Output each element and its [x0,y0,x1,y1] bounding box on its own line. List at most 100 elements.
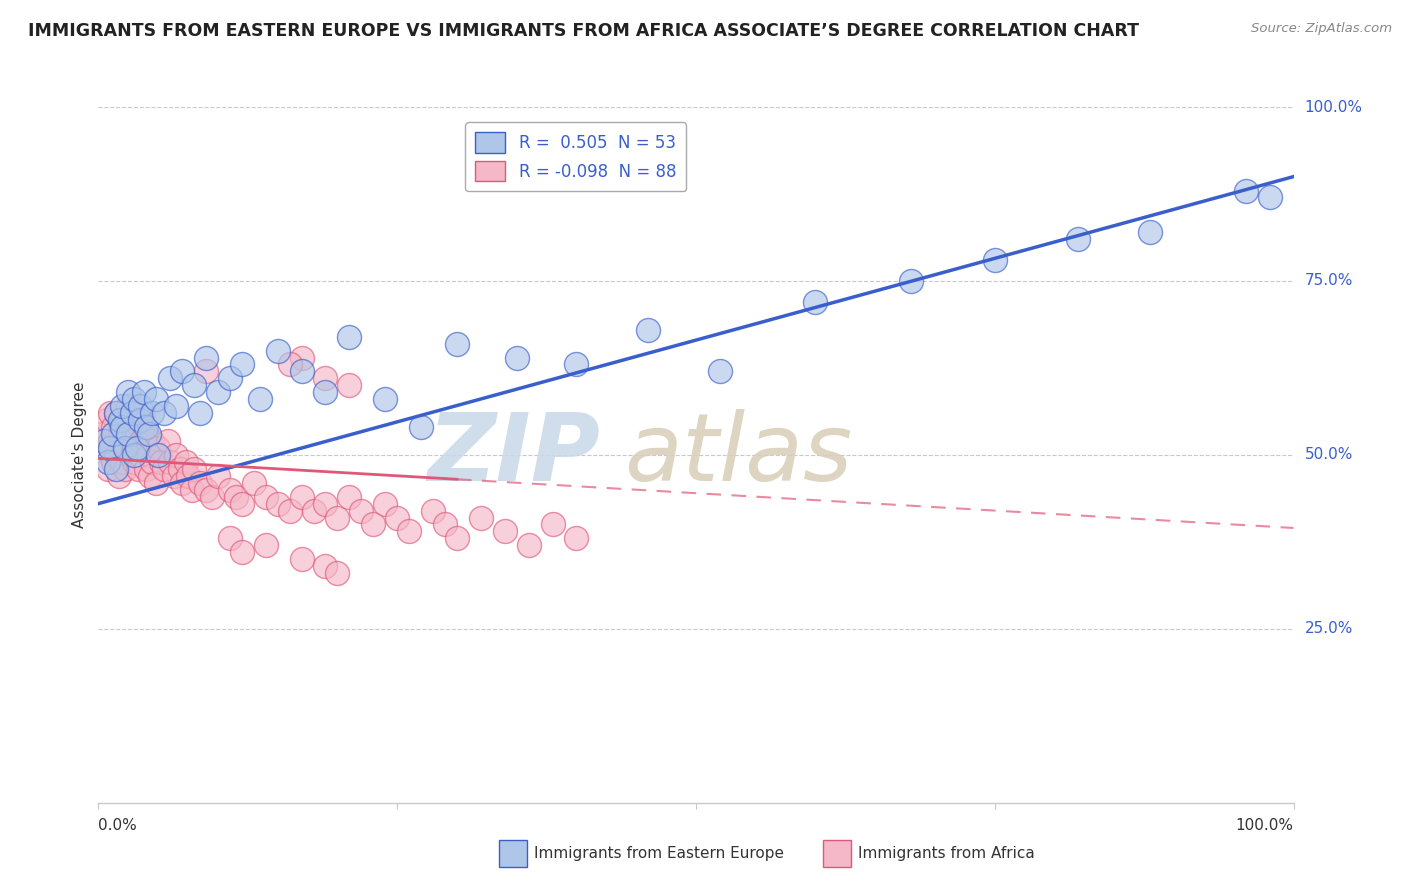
Point [709,364,731,378]
Point [225,490,247,504]
Point [132,385,155,400]
Point [183,378,205,392]
Point [153,462,176,476]
Text: 100.0%: 100.0% [1236,818,1294,832]
Point [194,483,217,497]
Point [337,490,360,504]
Point [117,385,139,400]
Point [145,475,167,490]
Point [565,358,588,372]
Text: 0.0%: 0.0% [98,818,138,832]
Point [129,399,152,413]
Point [565,532,588,546]
Point [374,392,396,407]
Point [350,503,373,517]
Point [156,434,179,448]
Point [207,468,229,483]
Point [98,434,122,448]
Point [145,392,167,407]
Point [411,420,433,434]
Point [219,532,242,546]
Point [302,503,325,517]
Point [172,475,194,490]
Point [101,420,124,434]
Point [107,468,129,483]
Point [194,351,217,365]
Legend: R =  0.505  N = 53, R = -0.098  N = 88: R = 0.505 N = 53, R = -0.098 N = 88 [465,122,686,191]
Point [138,427,160,442]
Point [506,351,529,365]
Point [163,468,186,483]
Point [98,441,122,455]
Point [105,406,128,420]
Point [290,351,312,365]
Point [148,448,170,462]
Point [207,385,229,400]
Point [231,497,253,511]
Point [124,392,146,407]
Point [517,538,540,552]
Point [446,336,468,351]
Point [159,455,181,469]
Point [141,434,163,448]
Point [494,524,516,539]
Point [165,399,187,413]
Text: Source: ZipAtlas.com: Source: ZipAtlas.com [1251,22,1392,36]
Point [1258,190,1281,204]
Point [93,434,115,448]
Point [470,510,492,524]
Point [139,468,162,483]
Point [111,413,134,427]
Point [111,455,134,469]
Point [129,420,152,434]
Text: IMMIGRANTS FROM EASTERN EUROPE VS IMMIGRANTS FROM AFRICA ASSOCIATE’S DEGREE CORR: IMMIGRANTS FROM EASTERN EUROPE VS IMMIGR… [28,22,1139,40]
Point [105,448,128,462]
Point [125,441,148,455]
Point [108,427,131,442]
Point [97,462,120,476]
Point [983,253,1005,268]
Point [141,455,163,469]
Point [97,455,120,469]
Point [121,434,143,448]
Point [98,406,122,420]
Point [1067,232,1090,246]
Point [278,503,301,517]
Point [315,497,337,511]
Point [124,448,146,462]
Point [326,566,349,581]
Point [385,510,409,524]
Point [363,517,385,532]
Point [183,462,205,476]
Point [138,448,160,462]
Point [165,448,187,462]
Text: 25.0%: 25.0% [1305,622,1353,636]
Point [172,364,194,378]
Point [315,385,337,400]
Point [111,420,134,434]
Point [254,538,277,552]
Point [194,364,217,378]
Point [374,497,396,511]
Point [315,371,337,385]
Point [114,441,136,455]
Point [101,427,124,442]
Point [169,462,191,476]
Point [93,441,115,455]
Point [149,455,172,469]
Point [120,448,142,462]
Point [177,468,200,483]
Point [290,364,312,378]
Point [315,559,337,574]
Point [278,358,301,372]
Y-axis label: Associate's Degree: Associate's Degree [72,382,87,528]
Point [267,497,290,511]
Text: 75.0%: 75.0% [1305,274,1353,288]
Point [231,358,253,372]
Point [337,329,360,343]
Point [148,441,170,455]
Point [188,406,211,420]
Point [121,406,143,420]
Point [91,427,114,442]
Point [398,524,420,539]
